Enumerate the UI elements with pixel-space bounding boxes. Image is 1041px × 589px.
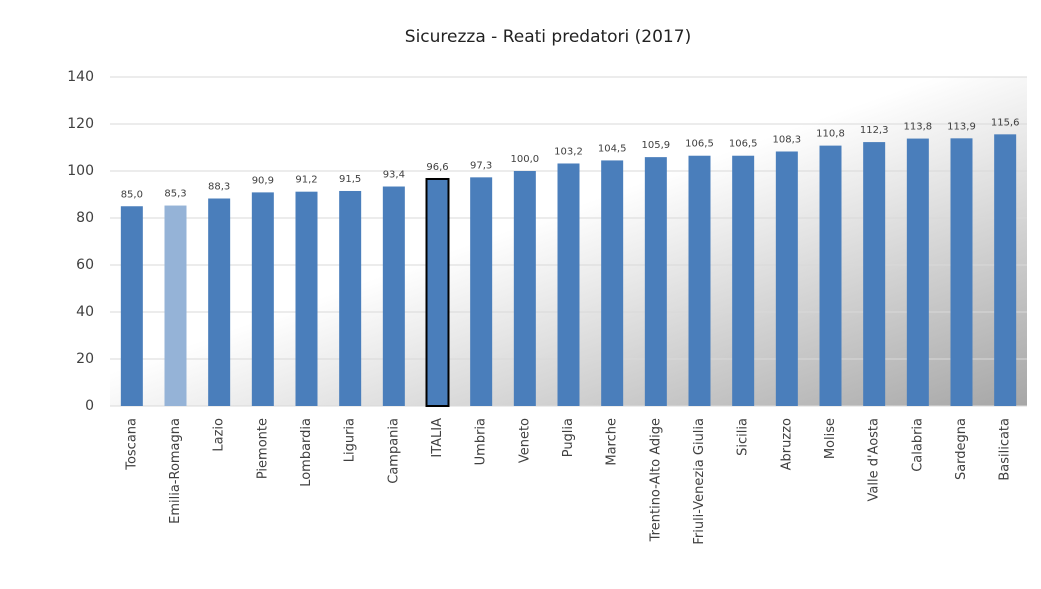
bar [513,171,536,406]
y-tick-label: 140 [67,69,94,85]
x-tick-label: Lombardia [299,418,314,487]
value-label: 88,3 [208,181,230,192]
bar [644,157,667,406]
value-label: 106,5 [685,139,714,150]
y-tick-label: 60 [76,257,94,273]
x-tick-label: Veneto [517,418,532,463]
value-label: 96,6 [426,162,448,173]
y-tick-label: 80 [76,210,94,226]
value-label: 97,3 [470,160,492,171]
bar [557,163,580,406]
value-label: 93,4 [383,170,405,181]
x-tick-label: Campania [386,418,401,484]
x-tick-label: Umbria [474,418,489,465]
bar [688,155,711,406]
value-label: 115,6 [991,117,1020,128]
x-tick-label: Lazio [212,418,227,452]
bar [601,160,624,406]
value-label: 85,0 [121,189,143,200]
value-label: 112,3 [860,125,889,136]
bar [425,177,450,407]
x-tick-label: Piemonte [255,418,270,479]
bar [994,134,1017,406]
x-tick-label: Toscana [124,418,139,471]
value-label: 113,8 [904,122,933,133]
x-tick-label: Sardegna [954,418,969,480]
bar [164,205,187,406]
value-label: 91,2 [295,175,317,186]
bar [950,138,973,406]
x-tick-label: Abruzzo [779,418,794,470]
value-label: 104,5 [598,143,627,154]
y-tick-label: 40 [76,304,94,320]
value-label: 106,5 [729,139,758,150]
bar [251,192,274,406]
bar [208,198,231,406]
x-tick-label: Calabria [910,418,925,472]
y-tick-label: 120 [67,116,94,132]
value-label: 100,0 [511,154,540,165]
x-tick-label: Trentino-Alto Adige [648,418,663,542]
value-label: 91,5 [339,174,361,185]
y-tick-label: 20 [76,351,94,367]
value-label: 113,9 [947,121,976,132]
value-label: 85,3 [164,189,186,200]
x-tick-label: Marche [605,418,620,466]
chart-title: Sicurezza - Reati predatori (2017) [405,27,691,47]
bar [775,151,798,406]
bar [295,191,318,406]
value-label: 110,8 [816,129,845,140]
bar [470,177,493,406]
bar [120,206,143,406]
bar [382,186,405,406]
y-tick-label: 0 [85,398,94,414]
x-tick-label: Puglia [561,418,576,457]
value-label: 108,3 [773,134,802,145]
value-label: 105,9 [642,140,671,151]
value-label: 90,9 [252,175,274,186]
bar [819,145,842,406]
x-tick-label: ITALIA [430,418,445,458]
bar [732,155,755,406]
bar [339,190,362,406]
bar [906,138,929,406]
x-tick-label: Liguria [343,418,358,462]
x-tick-label: Sicilia [736,418,751,456]
x-tick-label: Friuli-Venezia Giulia [692,418,707,545]
bar [863,142,886,406]
y-tick-label: 100 [67,163,94,179]
x-tick-label: Valle d'Aosta [867,418,882,501]
value-label: 103,2 [554,146,583,157]
x-tick-label: Molise [823,418,838,459]
x-tick-label: Emilia-Romagna [168,418,183,524]
x-tick-label: Basilicata [998,418,1013,481]
